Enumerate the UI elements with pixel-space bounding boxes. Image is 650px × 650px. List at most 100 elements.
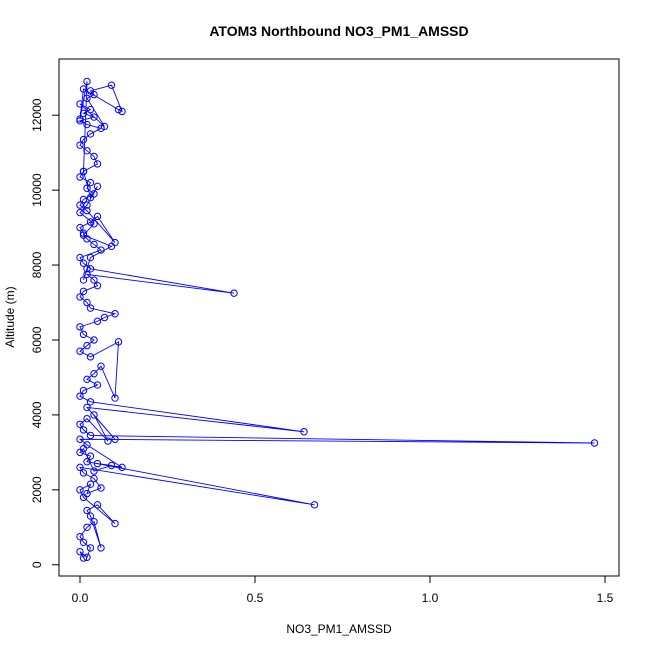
data-point xyxy=(93,160,102,168)
data-point xyxy=(83,201,91,209)
data-point xyxy=(97,124,105,133)
data-point xyxy=(79,538,88,546)
data-point xyxy=(76,435,84,443)
x-tick-label: 0.5 xyxy=(247,591,264,605)
series-layer xyxy=(76,77,599,562)
data-point xyxy=(100,122,109,131)
data-point xyxy=(114,338,123,346)
data-point xyxy=(76,223,84,232)
data-point xyxy=(107,242,116,251)
data-point xyxy=(76,173,84,181)
data-point xyxy=(79,287,88,295)
data-point xyxy=(76,323,84,331)
data-point xyxy=(107,81,116,89)
data-point xyxy=(118,463,126,472)
data-point xyxy=(83,441,91,449)
y-tick-label: 6000 xyxy=(30,326,44,353)
data-point xyxy=(90,240,98,249)
data-point xyxy=(76,208,84,217)
data-point xyxy=(86,218,95,226)
chart-title: ATOM3 Northbound NO3_PM1_AMSSD xyxy=(209,23,468,39)
data-point xyxy=(86,105,95,114)
data-point xyxy=(79,426,88,434)
data-point xyxy=(76,347,84,355)
data-point xyxy=(93,281,102,290)
data-point xyxy=(83,553,91,561)
data-point xyxy=(104,437,112,445)
data-point xyxy=(83,298,91,307)
y-axis: 0 2000 4000 6000 8000 10000 12000 xyxy=(30,98,60,568)
y-tick-label: 12000 xyxy=(30,98,44,132)
data-point xyxy=(90,517,98,526)
data-point xyxy=(76,532,84,541)
data-point xyxy=(83,77,91,86)
data-point xyxy=(86,512,95,520)
data-point xyxy=(86,193,95,202)
data-point xyxy=(83,120,91,129)
series-line xyxy=(78,81,595,559)
data-point xyxy=(76,141,84,149)
data-point xyxy=(90,370,98,378)
data-point xyxy=(86,398,95,406)
data-point xyxy=(83,341,91,350)
data-point xyxy=(93,317,102,325)
data-point xyxy=(86,265,95,273)
data-point xyxy=(83,207,91,215)
y-tick-label: 10000 xyxy=(30,173,44,207)
data-point xyxy=(79,135,88,144)
data-point xyxy=(111,394,119,402)
data-point xyxy=(86,353,95,361)
data-point xyxy=(83,184,91,192)
data-point xyxy=(86,304,95,312)
data-point xyxy=(83,265,91,273)
y-tick-label: 8000 xyxy=(30,251,44,278)
data-point xyxy=(83,523,91,531)
data-point xyxy=(90,220,98,228)
data-point xyxy=(90,336,98,344)
data-point xyxy=(83,414,91,423)
data-point xyxy=(90,411,98,419)
x-tick-label: 0.0 xyxy=(72,591,89,605)
data-point xyxy=(79,109,88,118)
data-point xyxy=(93,501,102,509)
data-point xyxy=(76,392,84,400)
data-point xyxy=(83,489,91,498)
data-point xyxy=(76,253,84,262)
data-point xyxy=(83,403,91,412)
data-point xyxy=(86,431,95,440)
data-point xyxy=(107,461,116,470)
data-point xyxy=(310,501,319,509)
x-tick-label: 1.0 xyxy=(422,591,439,605)
data-point xyxy=(97,246,105,254)
data-point xyxy=(114,105,123,114)
data-point xyxy=(111,310,119,318)
data-point xyxy=(97,544,105,552)
data-point xyxy=(79,85,88,93)
data-point xyxy=(111,435,119,443)
y-tick-label: 2000 xyxy=(30,476,44,503)
data-point xyxy=(97,362,105,370)
data-point xyxy=(76,293,84,301)
data-point xyxy=(79,195,88,204)
data-point xyxy=(100,313,109,322)
data-point xyxy=(86,130,95,138)
data-point xyxy=(79,386,88,395)
data-point xyxy=(83,375,91,384)
data-point xyxy=(97,484,105,492)
data-point xyxy=(90,152,98,161)
x-axis-label: NO3_PM1_AMSSD xyxy=(286,622,392,636)
y-tick-label: 4000 xyxy=(30,401,44,428)
data-point xyxy=(79,167,88,176)
data-point xyxy=(83,147,91,155)
data-point xyxy=(76,100,84,108)
data-point xyxy=(76,117,84,125)
x-axis: 0.0 0.5 1.0 1.5 xyxy=(72,575,614,605)
data-point xyxy=(76,420,84,428)
data-point xyxy=(79,229,88,237)
data-point xyxy=(111,519,119,528)
data-point xyxy=(79,276,88,284)
data-point xyxy=(90,474,98,483)
data-point xyxy=(83,94,91,103)
data-point xyxy=(86,452,95,460)
